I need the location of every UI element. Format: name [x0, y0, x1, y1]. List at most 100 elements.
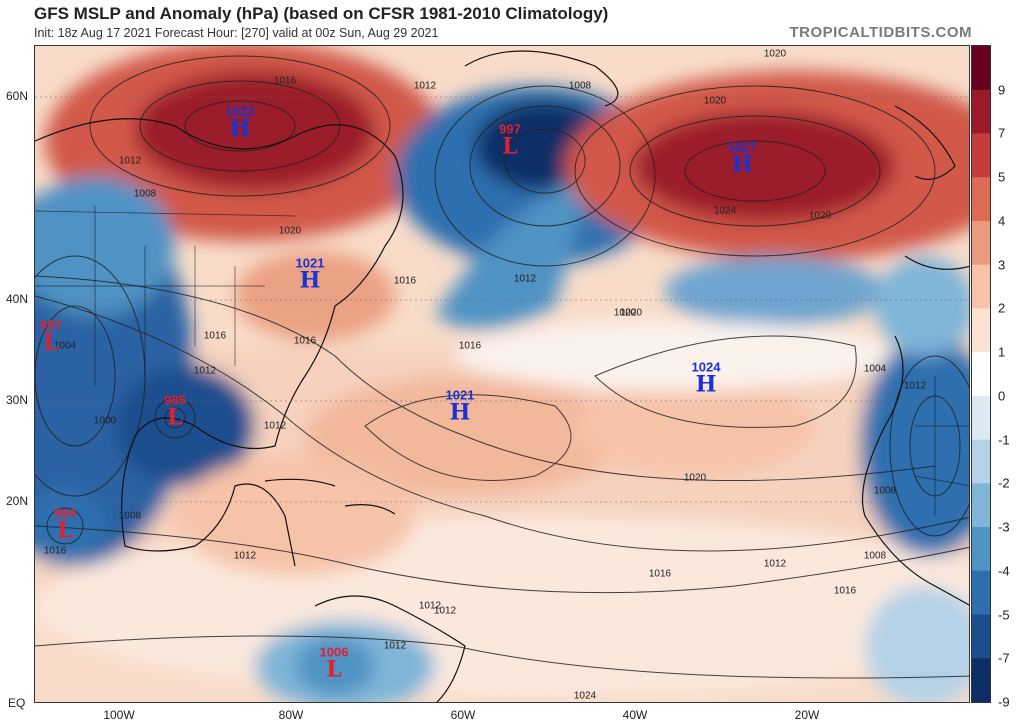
anomaly-map — [35, 46, 969, 702]
isobar-label: 1000 — [93, 415, 117, 427]
pressure-value: 1027 — [727, 139, 757, 155]
isobar-label: 1012 — [413, 80, 437, 92]
isobar-label: 1012 — [418, 600, 442, 612]
colorbar-tick-label: 7 — [998, 125, 1006, 141]
colorbar-tick-label: -9 — [998, 694, 1010, 710]
pressure-marker-low-labrador-sea: 997 L — [499, 123, 521, 158]
graticule — [35, 96, 969, 503]
isobar-label: 1020 — [619, 307, 643, 319]
isobar-label: 1020 — [683, 472, 707, 484]
colorbar-tick-label: 3 — [998, 257, 1006, 273]
isobar-layer — [35, 55, 969, 679]
pressure-value: 984 — [54, 505, 76, 521]
pressure-value: 1021 — [445, 387, 475, 403]
pressure-marker-low-southwest-us: 997 L — [40, 319, 62, 354]
lat-label-eq: EQ — [8, 696, 26, 710]
pressure-value: 1006 — [319, 644, 349, 660]
lat-label-40n: 40N — [6, 292, 29, 306]
pressure-marker-low-east-pacific: 984 L — [54, 507, 76, 542]
border-layer — [35, 206, 969, 516]
isobar-label: 1016 — [458, 340, 482, 352]
colorbar-swatch — [972, 439, 990, 484]
pressure-marker-high-canada: 1022 H — [226, 105, 255, 140]
colorbar-tick-label: -5 — [998, 607, 1010, 623]
isobar-label: 1012 — [433, 605, 457, 617]
isobar-label: 1008 — [133, 188, 157, 200]
pressure-letter: L — [502, 133, 518, 160]
colorbar-tick-label: 9 — [998, 82, 1006, 98]
isobar-label: 1008 — [568, 80, 592, 92]
isobar-label: 1016 — [273, 75, 297, 87]
isobar-label: 1020 — [808, 210, 832, 222]
colorbar-swatch — [972, 308, 990, 353]
pressure-letter: H — [695, 371, 717, 398]
pressure-marker-high-northeast-us: 1021 H — [296, 257, 325, 292]
isobar-label: 1012 — [118, 155, 142, 167]
colorbar-swatch — [972, 89, 990, 134]
isobar-label: 1004 — [53, 340, 77, 352]
colorbar-tick-label: 2 — [998, 300, 1006, 316]
colorbar-tick-label: 4 — [998, 213, 1006, 229]
colorbar-swatch — [972, 483, 990, 528]
pressure-letter: L — [167, 404, 183, 431]
colorbar-tick-label: 0 — [998, 388, 1006, 404]
anomaly-fill-layer — [35, 46, 969, 702]
pressure-letter: L — [326, 656, 342, 683]
pressure-value: 997 — [499, 121, 521, 137]
pressure-value: 1022 — [225, 103, 255, 119]
colorbar — [971, 45, 991, 703]
isobar-label: 1020 — [613, 307, 637, 319]
map-panel: 1016 1012 1008 1012 1020 1016 1016 1020 1020 1024… — [34, 45, 970, 703]
colorbar-swatch — [972, 177, 990, 222]
isobar-label: 1012 — [233, 550, 257, 562]
isobar-label: 1016 — [293, 335, 317, 347]
isobar-label: 1016 — [43, 545, 67, 557]
colorbar-tick-label: -4 — [998, 563, 1010, 579]
colorbar-swatch — [972, 352, 990, 397]
isobar-label: 1024 — [713, 205, 737, 217]
pressure-marker-high-west-atlantic: 1021 H — [446, 389, 475, 424]
forecast-info: Init: 18z Aug 17 2021 Forecast Hour: [27… — [34, 26, 439, 40]
colorbar-tick-label: -7 — [998, 650, 1010, 666]
lon-label-60w: 60W — [450, 708, 476, 722]
isobar-label: 1012 — [193, 365, 217, 377]
isobar-label: 1012 — [263, 420, 287, 432]
lon-label-100w: 100W — [103, 708, 135, 722]
pressure-value: 1024 — [691, 359, 721, 375]
isobar-label: 1016 — [833, 585, 857, 597]
isobar-label: 1016 — [393, 275, 417, 287]
isobar-label: 1008 — [118, 510, 142, 522]
colorbar-swatch — [972, 46, 990, 91]
pressure-marker-low-south-america: 1006 L — [320, 646, 349, 681]
isobar-label: 1020 — [763, 48, 787, 60]
colorbar-swatch — [972, 658, 990, 703]
pressure-letter: L — [43, 329, 59, 356]
colorbar-tick-label: 1 — [998, 344, 1006, 360]
isobar-label: 1008 — [863, 550, 887, 562]
lon-label-20w: 20W — [794, 708, 820, 722]
isobar-label: 1008 — [873, 485, 897, 497]
isobar-label: 1012 — [763, 558, 787, 570]
isobar-label: 1024 — [573, 690, 597, 702]
colorbar-tick-label: -2 — [998, 475, 1010, 491]
pressure-value: 1021 — [295, 255, 325, 271]
colorbar-tick-label: -3 — [998, 519, 1010, 535]
page-title: GFS MSLP and Anomaly (hPa) (based on CFS… — [34, 4, 609, 23]
isobar-label: 1020 — [703, 95, 727, 107]
pressure-value: 985 — [164, 392, 186, 408]
colorbar-tick-label: -1 — [998, 432, 1010, 448]
pressure-marker-high-north-atlantic: 1027 H — [728, 141, 757, 176]
pressure-marker-high-central-atlantic: 1024 H — [692, 361, 721, 396]
colorbar-swatch — [972, 527, 990, 572]
pressure-letter: H — [731, 151, 753, 178]
coastline-layer — [35, 50, 969, 702]
lon-label-40w: 40W — [622, 708, 648, 722]
colorbar-swatches — [972, 46, 990, 703]
colorbar-swatch — [972, 264, 990, 309]
brand-label[interactable]: TROPICALTIDBITS.COM — [789, 24, 972, 41]
isobar-label: 1012 — [383, 640, 407, 652]
colorbar-tick-label: 5 — [998, 169, 1006, 185]
pressure-letter: H — [229, 115, 251, 142]
isobar-label: 1016 — [648, 568, 672, 580]
pressure-letter: H — [449, 399, 471, 426]
